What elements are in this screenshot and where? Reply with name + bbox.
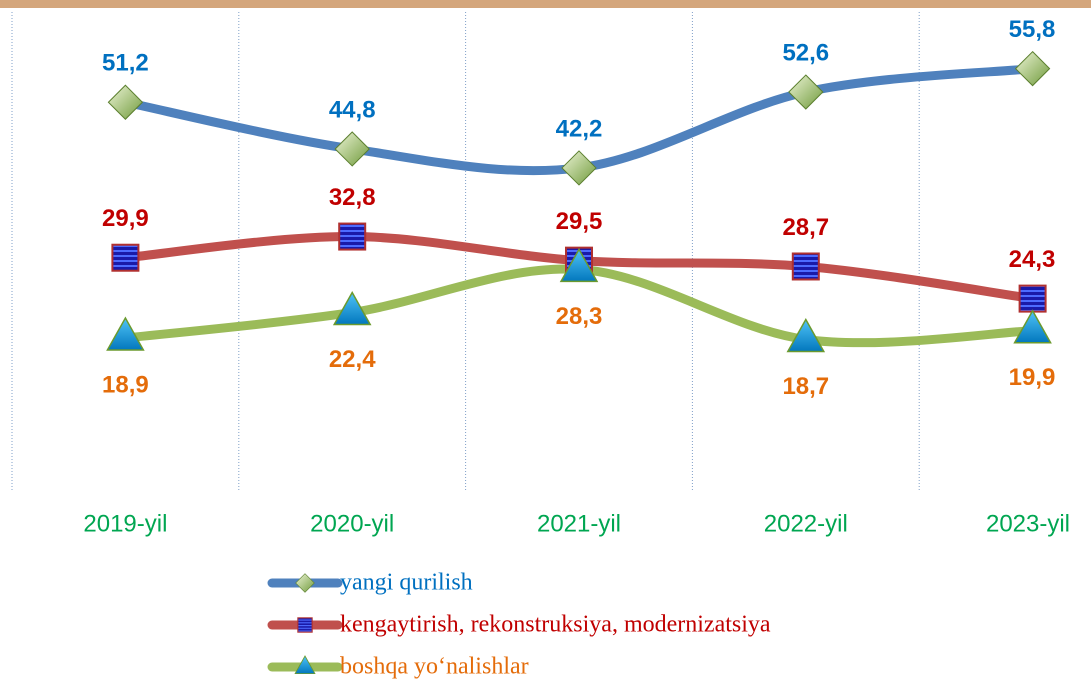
data-label: 32,8	[329, 184, 376, 211]
legend-label: yangi qurilish	[340, 570, 473, 596]
x-tick-label: 2023-yil	[986, 510, 1070, 537]
marker	[338, 222, 367, 251]
x-tick-label: 2022-yil	[764, 510, 848, 537]
data-label: 29,5	[556, 208, 603, 235]
marker	[791, 252, 820, 281]
data-label: 55,8	[1009, 16, 1056, 43]
marker	[111, 243, 140, 272]
data-label: 29,9	[102, 205, 149, 232]
x-tick-label: 2020-yil	[310, 510, 394, 537]
data-label: 52,6	[782, 39, 829, 66]
marker	[559, 247, 599, 283]
marker	[106, 316, 145, 351]
data-label: 18,9	[102, 371, 149, 398]
marker	[295, 573, 315, 593]
data-label: 44,8	[329, 96, 376, 123]
data-label: 24,3	[1009, 246, 1056, 273]
data-label: 42,2	[556, 115, 603, 142]
marker	[107, 84, 144, 120]
marker	[1013, 309, 1052, 344]
data-label: 18,7	[782, 373, 829, 400]
marker	[294, 655, 316, 675]
top-band	[0, 0, 1091, 8]
legend-marker	[297, 617, 313, 633]
data-label: 51,2	[102, 50, 149, 77]
x-tick-label: 2019-yil	[83, 510, 167, 537]
marker	[561, 150, 597, 186]
data-label: 28,3	[556, 303, 603, 330]
data-label: 22,4	[329, 346, 376, 373]
marker	[786, 317, 826, 353]
legend-marker	[295, 573, 315, 593]
marker	[332, 290, 372, 326]
data-label: 28,7	[782, 214, 829, 241]
legend-label: boshqa yo‘nalishlar	[340, 654, 529, 680]
legend-label: kengaytirish, rekonstruksiya, modernizat…	[340, 612, 771, 638]
data-label: 19,9	[1009, 364, 1056, 391]
marker	[297, 617, 313, 633]
x-tick-label: 2021-yil	[537, 510, 621, 537]
marker	[1014, 50, 1051, 87]
marker	[1018, 284, 1047, 313]
marker	[334, 131, 370, 167]
marker	[788, 74, 824, 110]
legend-marker	[294, 655, 316, 675]
